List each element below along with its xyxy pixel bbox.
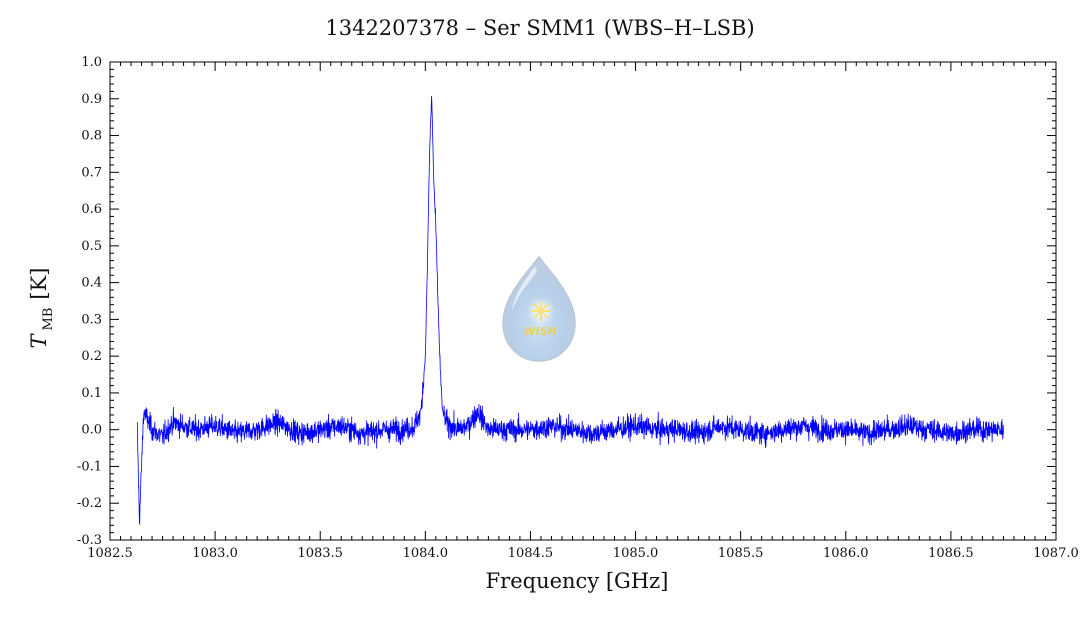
y-tick-label: 0.2	[81, 349, 102, 364]
y-tick-label: 0.1	[81, 386, 102, 401]
y-tick-label: -0.2	[77, 496, 102, 511]
y-tick-label: -0.1	[77, 459, 102, 474]
x-tick-label: 1085.0	[613, 546, 659, 561]
x-tick-label: 1082.5	[87, 546, 133, 561]
y-tick-label: 0.5	[81, 239, 102, 254]
y-axis-label-unit: [K]	[27, 268, 51, 300]
x-axis-label: Frequency [GHz]	[486, 569, 669, 593]
ticks-layer: 1082.5 1083.0 1083.5 1084.0 1084.5 1085.0 1085…	[77, 55, 1079, 561]
star-icon	[531, 301, 551, 321]
x-tick-label: 1083.0	[192, 546, 238, 561]
y-tick-label: 0.0	[81, 423, 102, 438]
chart-title: 1342207378 – Ser SMM1 (WBS–H–LSB)	[325, 16, 755, 40]
x-tick-label: 1083.5	[297, 546, 343, 561]
y-tick-label: 0.6	[81, 202, 102, 217]
wish-logo-text: WISH	[523, 325, 556, 338]
spectrum-series-line	[136, 96, 1004, 525]
y-axis-label: T MB [K]	[27, 268, 56, 349]
x-tick-label: 1086.5	[928, 546, 974, 561]
plot-frame	[109, 61, 1057, 541]
x-tick-label: 1084.0	[403, 546, 449, 561]
spectrum-layer	[136, 96, 1004, 525]
y-axis-label-sub: MB	[41, 308, 56, 331]
y-tick-label: 0.4	[81, 276, 102, 291]
y-tick-label: -0.3	[77, 533, 102, 548]
wish-logo: WISH	[502, 255, 576, 362]
y-tick-label: 0.8	[81, 129, 102, 144]
y-tick-label: 0.3	[81, 312, 102, 327]
y-tick-label: 0.9	[81, 92, 102, 107]
x-tick-label: 1086.0	[823, 546, 869, 561]
x-tick-label: 1085.5	[718, 546, 764, 561]
y-tick-label: 1.0	[81, 55, 102, 70]
x-tick-label: 1087.0	[1033, 546, 1079, 561]
y-tick-label: 0.7	[81, 165, 102, 180]
y-axis-label-main: T	[27, 332, 51, 348]
x-tick-label: 1084.5	[508, 546, 554, 561]
